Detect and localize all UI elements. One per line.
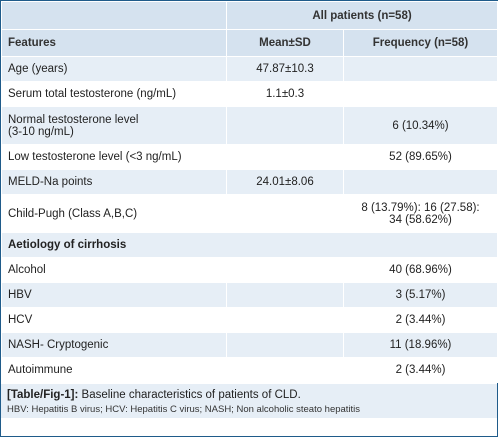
header-row-columns: Features Mean±SD Frequency (n=58) — [1, 29, 498, 57]
mean-cell: 24.01±8.06 — [226, 169, 344, 195]
freq-cell: 8 (13.79%): 16 (27.58): 34 (58.62%) — [343, 194, 498, 233]
mean-cell — [226, 144, 344, 170]
caption-main: [Table/Fig-1]: Baseline characteristics … — [7, 388, 491, 403]
table-row: Autoimmune 2 (3.44%) — [1, 357, 498, 383]
table-row: MELD-Na points 24.01±8.06 — [1, 169, 498, 195]
feature-cell: Normal testosterone level (3-10 ng/mL) — [1, 106, 227, 145]
freq-cell: 40 (68.96%) — [343, 257, 498, 283]
freq-cell: 6 (10.34%) — [343, 106, 498, 145]
freq-cell — [343, 169, 498, 195]
mean-cell — [226, 194, 344, 233]
mean-cell — [226, 106, 344, 145]
caption-text: Baseline characteristics of patients of … — [78, 389, 301, 401]
freq-cell: 52 (89.65%) — [343, 144, 498, 170]
feature-cell: HBV — [1, 282, 227, 308]
table-row: Normal testosterone level (3-10 ng/mL) 6… — [1, 106, 498, 145]
feature-cell: NASH- Cryptogenic — [1, 332, 227, 358]
table-row: Serum total testosterone (ng/mL) 1.1±0.3 — [1, 81, 498, 107]
table-row: NASH- Cryptogenic 11 (18.96%) — [1, 332, 498, 358]
table-row: Age (years) 47.87±10.3 — [1, 56, 498, 82]
feature-line: Normal testosterone level — [8, 113, 139, 126]
mean-cell — [226, 257, 344, 283]
header-frequency: Frequency (n=58) — [343, 29, 498, 57]
feature-cell: Serum total testosterone (ng/mL) — [1, 81, 227, 107]
header-group-label: All patients (n=58) — [226, 1, 498, 30]
freq-cell: 2 (3.44%) — [343, 357, 498, 383]
feature-cell: Age (years) — [1, 56, 227, 82]
section-title: Aetiology of cirrhosis — [1, 232, 498, 258]
freq-cell: 11 (18.96%) — [343, 332, 498, 358]
mean-cell — [226, 357, 344, 383]
caption-label: [Table/Fig-1]: — [7, 389, 79, 401]
mean-cell — [226, 282, 344, 308]
freq-cell — [343, 56, 498, 82]
baseline-table: All patients (n=58) Features Mean±SD Fre… — [1, 1, 498, 383]
mean-cell: 47.87±10.3 — [226, 56, 344, 82]
feature-cell: MELD-Na points — [1, 169, 227, 195]
feature-cell: Alcohol — [1, 257, 227, 283]
freq-cell — [343, 81, 498, 107]
table-row: Alcohol 40 (68.96%) — [1, 257, 498, 283]
mean-cell — [226, 307, 344, 333]
section-row: Aetiology of cirrhosis — [1, 232, 498, 258]
header-features: Features — [1, 29, 227, 57]
table-row: HBV 3 (5.17%) — [1, 282, 498, 308]
mean-cell: 1.1±0.3 — [226, 81, 344, 107]
caption-footnote: HBV: Hepatitis B virus; HCV: Hepatitis C… — [7, 404, 361, 415]
feature-cell: Child-Pugh (Class A,B,C) — [1, 194, 227, 233]
header-empty-cell — [1, 1, 227, 30]
feature-cell: Low testosterone level (<3 ng/mL) — [1, 144, 227, 170]
table-row: Low testosterone level (<3 ng/mL) 52 (89… — [1, 144, 498, 170]
table-row: Child-Pugh (Class A,B,C) 8 (13.79%): 16 … — [1, 194, 498, 233]
freq-line: 8 (13.79%): 16 (27.58): — [361, 201, 480, 214]
freq-cell: 2 (3.44%) — [343, 307, 498, 333]
feature-cell: HCV — [1, 307, 227, 333]
mean-cell — [226, 332, 344, 358]
freq-line: 34 (58.62%) — [389, 213, 452, 226]
table-row: HCV 2 (3.44%) — [1, 307, 498, 333]
feature-line: (3-10 ng/mL) — [8, 125, 74, 138]
freq-cell: 3 (5.17%) — [343, 282, 498, 308]
header-row-group: All patients (n=58) — [1, 1, 498, 30]
header-mean-sd: Mean±SD — [226, 29, 344, 57]
figure-caption: [Table/Fig-1]: Baseline characteristics … — [1, 383, 497, 418]
feature-cell: Autoimmune — [1, 357, 227, 383]
